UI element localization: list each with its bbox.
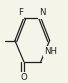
Text: NH: NH [44,47,57,56]
Text: N: N [39,8,45,17]
Text: O: O [20,73,27,82]
Text: F: F [18,8,23,17]
